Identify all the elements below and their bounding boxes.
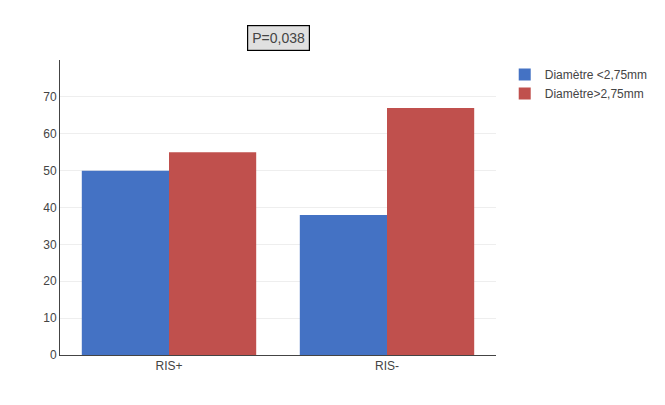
svg-text:40: 40	[43, 201, 57, 215]
svg-text:20: 20	[43, 274, 57, 288]
svg-text:30: 30	[43, 238, 57, 252]
svg-text:0: 0	[50, 348, 57, 362]
svg-text:70: 70	[43, 90, 57, 104]
svg-text:P=0,038: P=0,038	[252, 30, 305, 46]
svg-text:RIS-: RIS-	[375, 359, 399, 373]
svg-text:60: 60	[43, 127, 57, 141]
svg-text:Diamètre <2,75mm: Diamètre <2,75mm	[545, 68, 647, 82]
svg-text:50: 50	[43, 164, 57, 178]
svg-text:RIS+: RIS+	[155, 359, 182, 373]
svg-text:Diamètre>2,75mm: Diamètre>2,75mm	[545, 87, 644, 101]
svg-text:10: 10	[43, 311, 57, 325]
